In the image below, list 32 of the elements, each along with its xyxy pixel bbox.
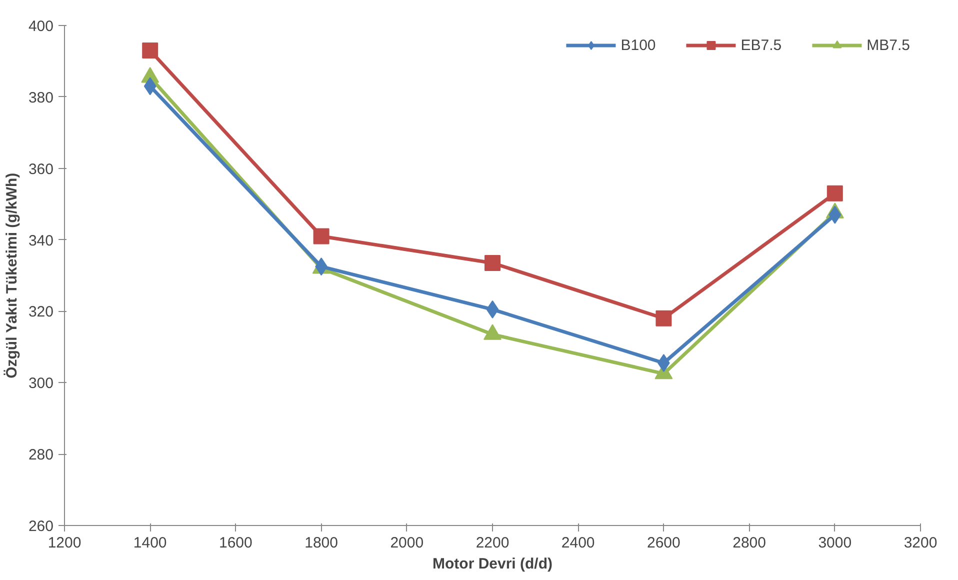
x-tick-label: 1400: [133, 534, 167, 552]
point: [142, 42, 158, 58]
y-tick-label: 360: [28, 160, 54, 178]
point: [484, 255, 500, 271]
y-tick-label: 300: [28, 375, 54, 392]
x-tick-label: 1600: [219, 534, 252, 552]
point: [656, 310, 672, 326]
x-tick-label: 3000: [818, 534, 852, 552]
x-tick-label: 2600: [647, 534, 680, 552]
point: [828, 206, 842, 224]
x-axis-title: Motor Devri (d/d): [432, 556, 553, 572]
x-tick-label: 1200: [48, 534, 82, 552]
x-tick-label: 2800: [732, 534, 766, 552]
x-tick-label: 3200: [904, 534, 938, 552]
y-tick-label: 320: [28, 304, 54, 321]
y-tick-label: 340: [28, 232, 54, 250]
x-tick-label: 2400: [561, 534, 595, 552]
legend-label: B100: [620, 36, 656, 54]
x-tick-label: 2200: [476, 534, 510, 552]
y-tick-label: 380: [28, 89, 54, 106]
y-tick-label: 260: [28, 518, 54, 535]
x-tick-label: 1800: [304, 534, 338, 552]
point: [826, 185, 843, 202]
point: [486, 300, 499, 318]
y-tick-label: 280: [28, 446, 54, 464]
x-tick-label: 2000: [390, 534, 424, 552]
point: [313, 228, 330, 244]
point: [144, 77, 156, 96]
legend-label: MB7.5: [866, 36, 910, 54]
y-axis-title: Özgül Yakıt Tüketimi (g/kWh): [3, 172, 20, 378]
legend-label: EB7.5: [740, 36, 782, 54]
y-tick-label: 400: [28, 18, 54, 35]
